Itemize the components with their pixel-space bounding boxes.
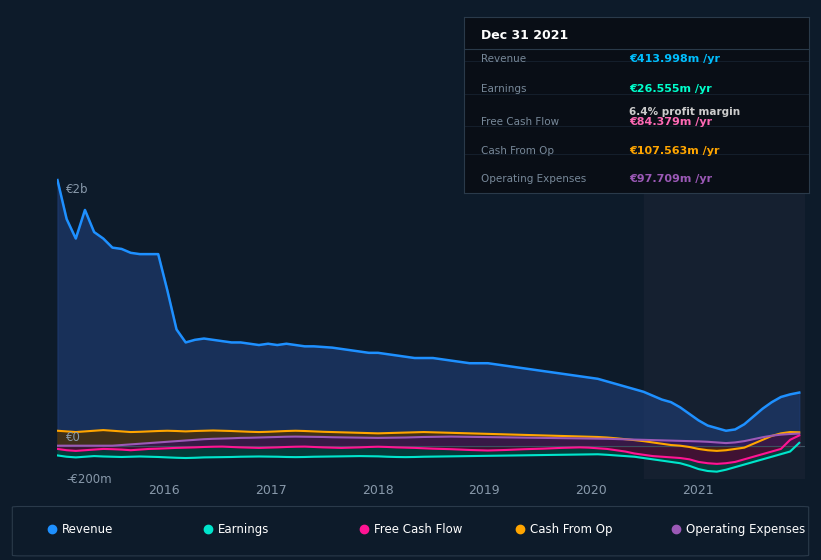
Text: €413.998m /yr: €413.998m /yr bbox=[630, 54, 720, 64]
Text: Operating Expenses: Operating Expenses bbox=[481, 174, 586, 184]
Text: €107.563m /yr: €107.563m /yr bbox=[630, 146, 720, 156]
Text: 6.4% profit margin: 6.4% profit margin bbox=[630, 107, 741, 117]
Text: €84.379m /yr: €84.379m /yr bbox=[630, 118, 713, 127]
Bar bbox=[644, 174, 805, 479]
Text: Earnings: Earnings bbox=[218, 523, 269, 536]
Text: Earnings: Earnings bbox=[481, 84, 526, 94]
Text: Operating Expenses: Operating Expenses bbox=[686, 523, 805, 536]
Text: Free Cash Flow: Free Cash Flow bbox=[374, 523, 462, 536]
Text: €97.709m /yr: €97.709m /yr bbox=[630, 174, 713, 184]
Text: €0: €0 bbox=[66, 431, 81, 444]
Text: Revenue: Revenue bbox=[62, 523, 113, 536]
Text: -€200m: -€200m bbox=[66, 473, 112, 486]
Text: Cash From Op: Cash From Op bbox=[530, 523, 612, 536]
Text: Free Cash Flow: Free Cash Flow bbox=[481, 118, 559, 127]
Text: €26.555m /yr: €26.555m /yr bbox=[630, 84, 712, 94]
Text: Revenue: Revenue bbox=[481, 54, 526, 64]
Text: €2b: €2b bbox=[66, 183, 89, 195]
Text: Dec 31 2021: Dec 31 2021 bbox=[481, 29, 568, 42]
Text: Cash From Op: Cash From Op bbox=[481, 146, 554, 156]
